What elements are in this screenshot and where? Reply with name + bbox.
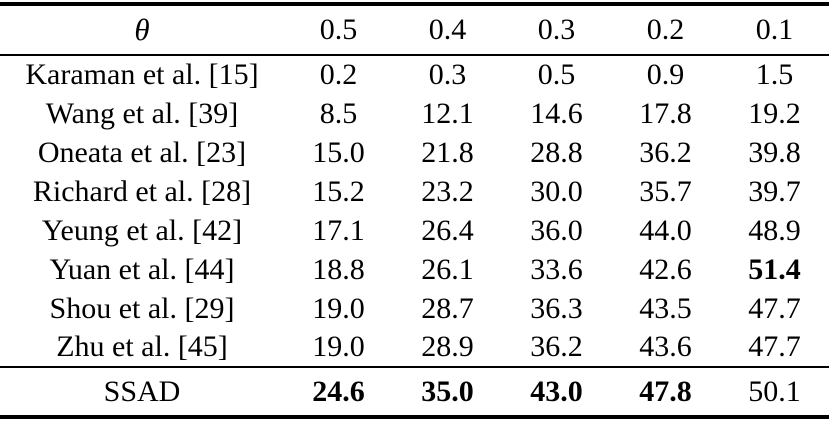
map-value: 21.8 [421, 135, 474, 169]
map-value: 44.0 [639, 213, 692, 247]
map-value: 15.2 [312, 174, 365, 208]
table-header: θ 0.5 0.4 0.3 0.2 0.1 [0, 4, 829, 55]
map-value: 48.9 [748, 213, 801, 247]
map-value: 39.8 [748, 135, 801, 169]
map-value: 18.8 [312, 252, 365, 286]
table-row: Oneata et al. [23] 15.0 21.8 28.8 36.2 3… [0, 133, 829, 172]
map-value: 39.7 [748, 174, 801, 208]
map-value: 30.0 [530, 174, 583, 208]
table-row: Yuan et al. [44] 18.8 26.1 33.6 42.6 51.… [0, 250, 829, 289]
map-value: 47.7 [748, 291, 801, 325]
map-value: 19.0 [312, 291, 365, 325]
map-value: 33.6 [530, 252, 583, 286]
method-name: Wang et al. [39] [45, 96, 239, 130]
map-value: 19.0 [312, 330, 365, 363]
method-name: Zhu et al. [45] [56, 330, 228, 363]
map-value: 36.0 [530, 213, 583, 247]
ssad-row: SSAD 24.6 35.0 43.0 47.8 50.1 [0, 367, 829, 417]
threshold-header: 0.5 [319, 13, 358, 46]
map-value: 50.1 [748, 374, 801, 408]
map-value: 28.9 [421, 330, 474, 363]
map-value-best: 51.4 [748, 252, 801, 286]
method-name: Richard et al. [28] [32, 174, 252, 208]
table-row: Zhu et al. [45] 19.0 28.9 36.2 43.6 47.7 [0, 328, 829, 367]
map-value-best: 35.0 [421, 374, 474, 408]
map-value: 8.5 [319, 96, 358, 130]
map-value: 28.7 [421, 291, 474, 325]
threshold-header: 0.4 [428, 13, 467, 46]
method-name: Yuan et al. [44] [49, 252, 235, 286]
results-table: θ 0.5 0.4 0.3 0.2 0.1 Karaman et al. [15… [0, 2, 829, 419]
map-value: 0.5 [537, 58, 576, 91]
map-value: 36.2 [639, 135, 692, 169]
map-value: 14.6 [530, 96, 583, 130]
map-value: 42.6 [639, 252, 692, 286]
table-footer: SSAD 24.6 35.0 43.0 47.8 50.1 [0, 367, 829, 417]
map-value: 0.3 [428, 58, 467, 91]
theta-column-header: θ [134, 12, 150, 47]
method-name: SSAD [103, 374, 181, 408]
map-value: 23.2 [421, 174, 474, 208]
map-value: 43.5 [639, 291, 692, 325]
header-row: θ 0.5 0.4 0.3 0.2 0.1 [0, 4, 829, 55]
table-row: Karaman et al. [15] 0.2 0.3 0.5 0.9 1.5 [0, 55, 829, 94]
threshold-header: 0.2 [646, 13, 685, 46]
map-value: 12.1 [421, 96, 474, 130]
map-value: 0.9 [646, 58, 685, 91]
table-row: Yeung et al. [42] 17.1 26.4 36.0 44.0 48… [0, 211, 829, 250]
map-value: 17.1 [312, 213, 365, 247]
threshold-header: 0.3 [537, 13, 576, 46]
method-name: Yeung et al. [42] [41, 213, 243, 247]
map-value: 26.1 [421, 252, 474, 286]
method-name: Oneata et al. [23] [37, 135, 247, 169]
threshold-header: 0.1 [755, 13, 794, 46]
table-row: Richard et al. [28] 15.2 23.2 30.0 35.7 … [0, 172, 829, 211]
map-value: 0.2 [319, 58, 358, 91]
method-name: Karaman et al. [15] [25, 58, 259, 91]
map-value: 19.2 [748, 96, 801, 130]
table-row: Shou et al. [29] 19.0 28.7 36.3 43.5 47.… [0, 289, 829, 328]
map-value: 26.4 [421, 213, 474, 247]
map-value: 28.8 [530, 135, 583, 169]
map-value-best: 24.6 [312, 374, 365, 408]
map-value-best: 47.8 [639, 374, 692, 408]
paper-table-container: θ 0.5 0.4 0.3 0.2 0.1 Karaman et al. [15… [0, 2, 829, 419]
map-value-best: 43.0 [530, 374, 583, 408]
map-value: 47.7 [748, 330, 801, 363]
table-body: Karaman et al. [15] 0.2 0.3 0.5 0.9 1.5 … [0, 55, 829, 367]
method-name: Shou et al. [29] [49, 291, 235, 325]
map-value: 17.8 [639, 96, 692, 130]
map-value: 43.6 [639, 330, 692, 363]
map-value: 36.3 [530, 291, 583, 325]
table-row: Wang et al. [39] 8.5 12.1 14.6 17.8 19.2 [0, 94, 829, 133]
map-value: 35.7 [639, 174, 692, 208]
map-value: 15.0 [312, 135, 365, 169]
map-value: 1.5 [755, 58, 794, 91]
map-value: 36.2 [530, 330, 583, 363]
